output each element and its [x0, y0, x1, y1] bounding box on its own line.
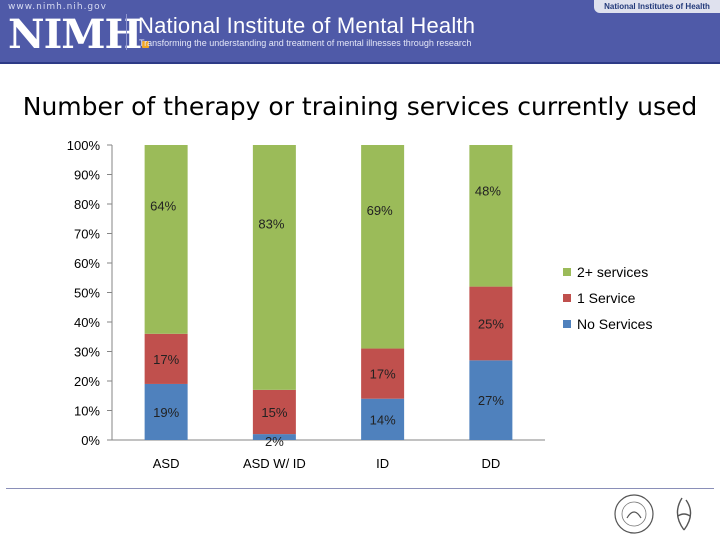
data-label: 15% [261, 405, 287, 420]
footer-divider [6, 488, 714, 489]
bar-segment [144, 383, 188, 440]
institute-tagline: Transforming the understanding and treat… [139, 38, 472, 48]
bar-segment [252, 389, 296, 435]
data-label: 14% [370, 412, 396, 427]
bar-segment [144, 145, 188, 334]
data-label: 17% [153, 352, 179, 367]
bar-segment [469, 145, 513, 287]
data-label: 25% [478, 316, 504, 331]
bar-segment [361, 348, 405, 399]
header-divider [126, 14, 127, 50]
y-tick-label: 50% [74, 286, 100, 301]
header-divider-line [0, 62, 720, 64]
x-tick-label: ASD [153, 456, 180, 471]
y-tick-label: 60% [74, 256, 100, 271]
legend-label: No Services [577, 316, 652, 332]
institute-name: National Institute of Mental Health [138, 13, 476, 38]
y-tick-label: 100% [67, 138, 101, 153]
data-label: 19% [153, 405, 179, 420]
y-tick-label: 10% [74, 404, 100, 419]
data-label: 48% [475, 183, 501, 198]
nih-link[interactable]: National Institutes of Health [594, 0, 720, 13]
bar-segment [144, 333, 188, 384]
bar-segment [361, 145, 405, 349]
data-label: 2% [265, 434, 284, 449]
bar-segment [469, 360, 513, 440]
logo-text: NIMH [8, 11, 142, 58]
y-tick-label: 20% [74, 374, 100, 389]
nimh-logo[interactable]: NIMH [8, 11, 150, 58]
data-label: 17% [370, 367, 396, 382]
legend-swatch [563, 268, 571, 276]
legend-swatch [563, 320, 571, 328]
x-tick-label: DD [481, 456, 500, 471]
site-url[interactable]: www.nimh.nih.gov [8, 2, 107, 12]
data-label: 64% [150, 198, 176, 213]
bar-segment [361, 398, 405, 440]
bar-segment [252, 434, 296, 440]
y-tick-label: 40% [74, 315, 100, 330]
data-label: 27% [478, 393, 504, 408]
bar-segment [252, 145, 296, 390]
logo-dot-icon [142, 41, 150, 48]
y-tick-label: 90% [74, 168, 100, 183]
y-tick-label: 0% [81, 433, 100, 448]
data-label: 69% [367, 203, 393, 218]
y-tick-label: 30% [74, 345, 100, 360]
site-header: www.nimh.nih.gov NIMH National Institute… [0, 0, 720, 62]
legend-label: 2+ services [577, 264, 648, 280]
legend-swatch [563, 294, 571, 302]
chart-title: Number of therapy or training services c… [22, 92, 698, 121]
data-label: 83% [258, 216, 284, 231]
bar-segment [469, 286, 513, 361]
hhs-seal-icon [614, 494, 692, 534]
y-tick-label: 70% [74, 227, 100, 242]
x-tick-label: ID [376, 456, 389, 471]
x-tick-label: ASD W/ ID [243, 456, 306, 471]
y-tick-label: 80% [74, 197, 100, 212]
legend-label: 1 Service [577, 290, 636, 306]
